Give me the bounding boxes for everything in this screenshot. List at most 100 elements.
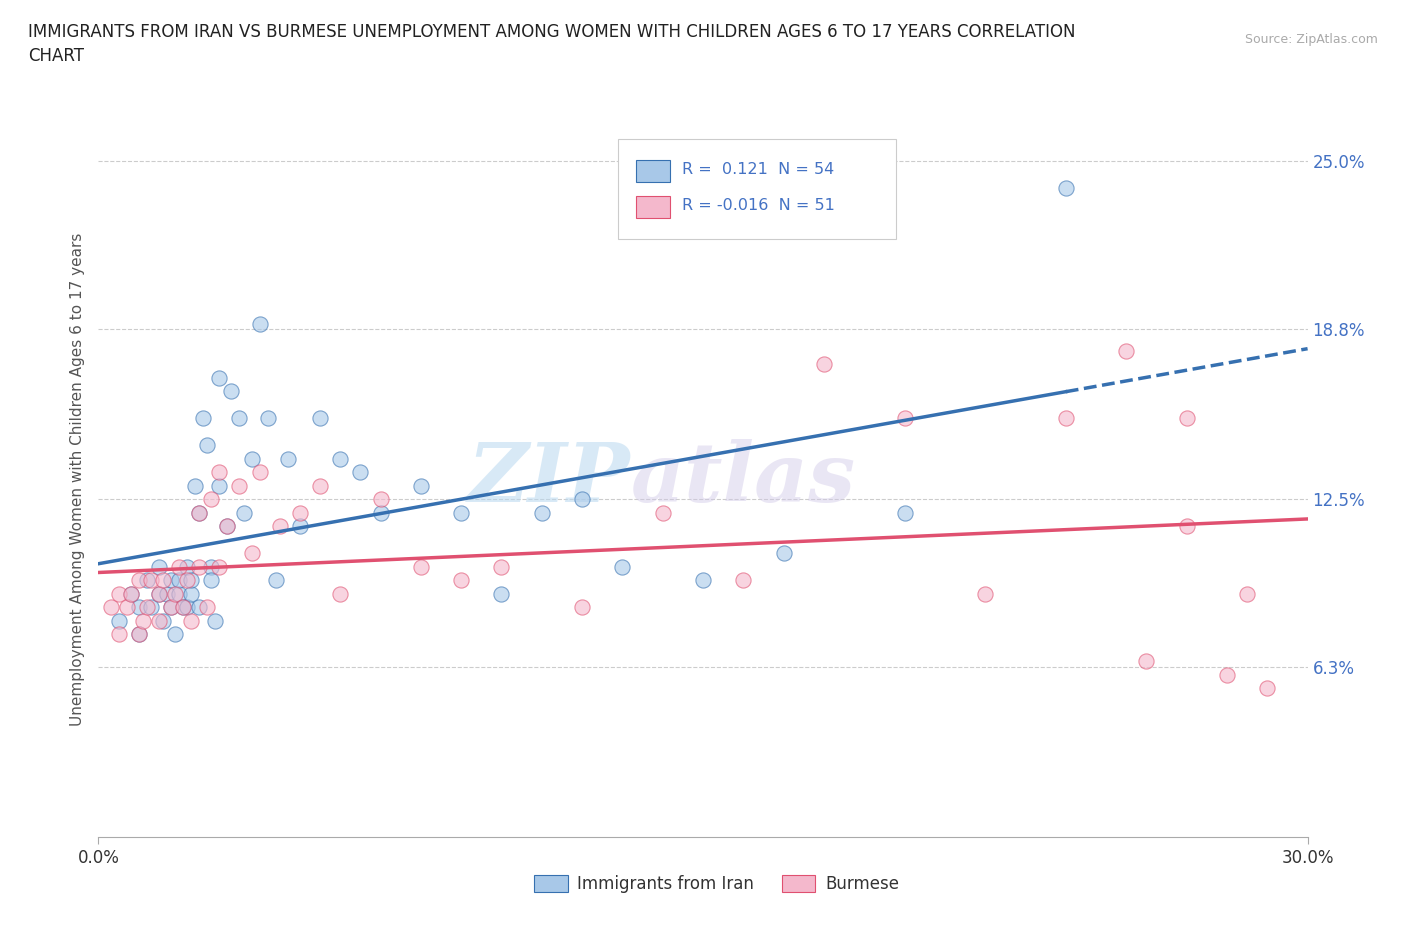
FancyBboxPatch shape	[782, 875, 815, 892]
Point	[128, 627, 150, 642]
Point	[1115, 343, 1137, 358]
Point	[240, 451, 263, 466]
Point	[172, 600, 194, 615]
Point	[329, 586, 352, 601]
Point	[193, 411, 215, 426]
Point	[208, 559, 231, 574]
Point	[184, 478, 207, 493]
Point	[180, 573, 202, 588]
Point	[120, 586, 142, 601]
Text: R = -0.016  N = 51: R = -0.016 N = 51	[682, 198, 835, 213]
Point	[167, 573, 190, 588]
Point	[135, 573, 157, 588]
Point	[208, 465, 231, 480]
Point	[148, 559, 170, 574]
Point	[217, 519, 239, 534]
Point	[128, 627, 150, 642]
Point	[1135, 654, 1157, 669]
Point	[269, 519, 291, 534]
Point	[651, 505, 673, 520]
Point	[176, 573, 198, 588]
Point	[200, 573, 222, 588]
Point	[204, 614, 226, 629]
Point	[188, 505, 211, 520]
FancyBboxPatch shape	[619, 139, 897, 239]
Point	[491, 586, 513, 601]
Point	[813, 357, 835, 372]
Point	[139, 573, 162, 588]
Point	[107, 614, 129, 629]
Point	[208, 370, 231, 385]
Point	[491, 559, 513, 574]
Point	[450, 505, 472, 520]
Point	[228, 478, 250, 493]
Point	[180, 586, 202, 601]
Point	[148, 586, 170, 601]
Point	[188, 600, 211, 615]
Point	[571, 600, 593, 615]
FancyBboxPatch shape	[534, 875, 568, 892]
Point	[200, 492, 222, 507]
Point	[200, 559, 222, 574]
Point	[612, 559, 634, 574]
Point	[530, 505, 553, 520]
Point	[135, 600, 157, 615]
Point	[277, 451, 299, 466]
Point	[160, 600, 183, 615]
Point	[160, 600, 183, 615]
Point	[148, 614, 170, 629]
Point	[115, 600, 138, 615]
Point	[167, 559, 190, 574]
Point	[1054, 411, 1077, 426]
Point	[450, 573, 472, 588]
Point	[107, 627, 129, 642]
Text: Source: ZipAtlas.com: Source: ZipAtlas.com	[1244, 33, 1378, 46]
Point	[288, 519, 311, 534]
Point	[329, 451, 352, 466]
Point	[349, 465, 371, 480]
Text: ZIP: ZIP	[468, 439, 630, 519]
Point	[188, 559, 211, 574]
Point	[195, 600, 218, 615]
Point	[370, 505, 392, 520]
Point	[208, 478, 231, 493]
Point	[288, 505, 311, 520]
Point	[1256, 681, 1278, 696]
Point	[172, 600, 194, 615]
Point	[160, 573, 183, 588]
Point	[132, 614, 155, 629]
Point	[152, 614, 174, 629]
Point	[409, 478, 432, 493]
Point	[249, 465, 271, 480]
Text: Immigrants from Iran: Immigrants from Iran	[578, 874, 754, 893]
Point	[1175, 519, 1198, 534]
Point	[1054, 181, 1077, 196]
Point	[692, 573, 714, 588]
Point	[128, 600, 150, 615]
Text: Burmese: Burmese	[825, 874, 898, 893]
Point	[1236, 586, 1258, 601]
FancyBboxPatch shape	[637, 160, 671, 181]
Point	[188, 505, 211, 520]
Point	[163, 627, 186, 642]
Point	[232, 505, 254, 520]
Point	[195, 438, 218, 453]
Point	[176, 600, 198, 615]
Point	[733, 573, 755, 588]
Point	[309, 478, 332, 493]
Point	[240, 546, 263, 561]
FancyBboxPatch shape	[637, 196, 671, 218]
Point	[1175, 411, 1198, 426]
Point	[148, 586, 170, 601]
Point	[156, 586, 179, 601]
Point	[1216, 668, 1239, 683]
Point	[163, 586, 186, 601]
Point	[217, 519, 239, 534]
Point	[409, 559, 432, 574]
Point	[120, 586, 142, 601]
Text: IMMIGRANTS FROM IRAN VS BURMESE UNEMPLOYMENT AMONG WOMEN WITH CHILDREN AGES 6 TO: IMMIGRANTS FROM IRAN VS BURMESE UNEMPLOY…	[28, 23, 1076, 65]
Y-axis label: Unemployment Among Women with Children Ages 6 to 17 years: Unemployment Among Women with Children A…	[69, 232, 84, 725]
Text: atlas: atlas	[630, 439, 856, 519]
Point	[309, 411, 332, 426]
Point	[974, 586, 997, 601]
